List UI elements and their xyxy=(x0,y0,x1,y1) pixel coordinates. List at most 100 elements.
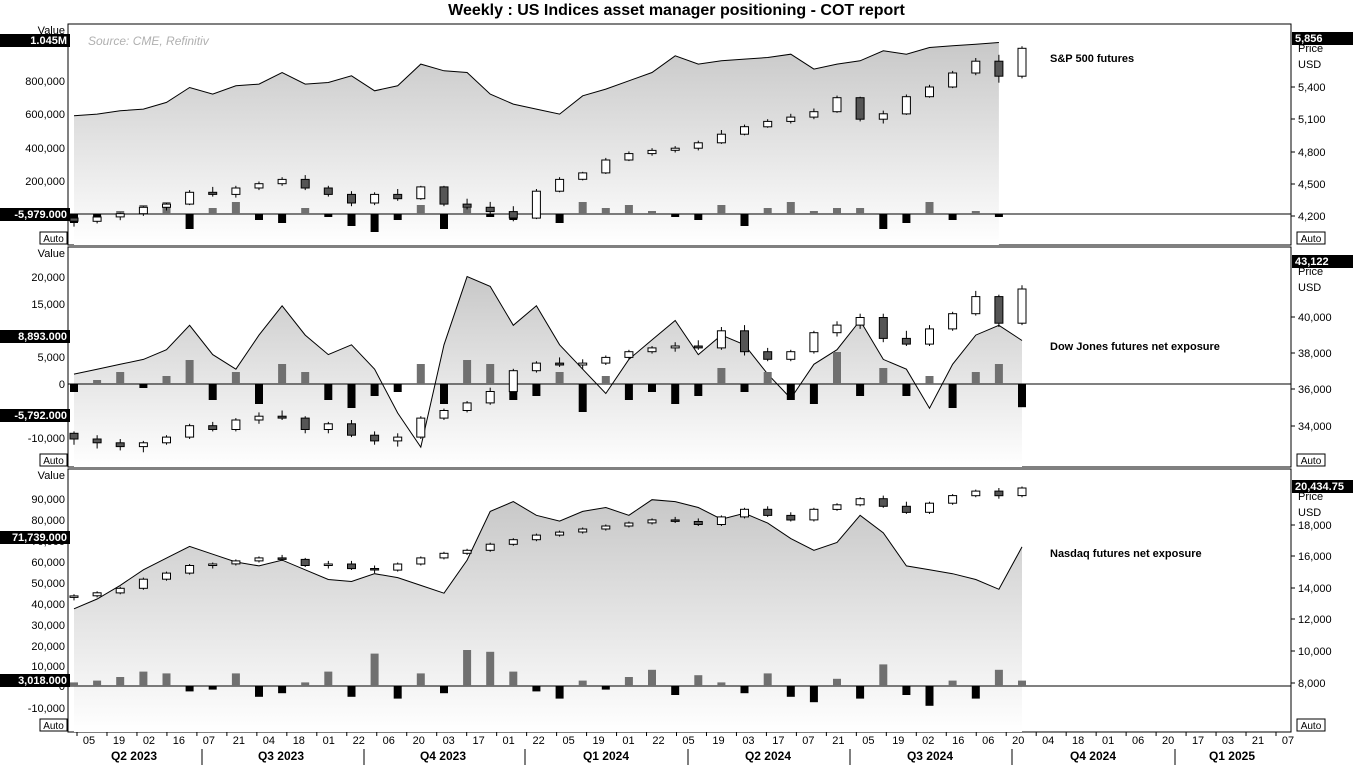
candle xyxy=(508,206,518,222)
change-bar xyxy=(416,364,425,384)
candle xyxy=(624,521,634,528)
candle xyxy=(925,325,934,346)
candle xyxy=(1017,46,1027,79)
candle-body xyxy=(162,572,171,580)
candle xyxy=(208,421,218,432)
change-bar xyxy=(948,384,957,408)
candle-body xyxy=(925,502,934,513)
change-bar xyxy=(624,384,633,400)
week-tick-label: 22 xyxy=(353,735,365,747)
week-tick-label: 22 xyxy=(652,735,664,747)
candle xyxy=(277,554,287,561)
candle-body xyxy=(1017,288,1027,324)
auto-button-right[interactable] xyxy=(1296,453,1326,467)
candle-body xyxy=(901,505,911,513)
auto-button-right[interactable] xyxy=(1296,718,1326,732)
auto-button-left[interactable] xyxy=(39,453,68,467)
chart-title: Weekly : US Indices asset manager positi… xyxy=(448,2,905,19)
auto-button-left[interactable] xyxy=(39,231,68,245)
candle-body xyxy=(115,213,125,218)
candle-body xyxy=(254,415,264,421)
candle-body xyxy=(786,514,796,521)
price-badge xyxy=(1292,480,1353,493)
candle-body xyxy=(786,351,796,360)
candle-body xyxy=(832,97,842,113)
candle xyxy=(832,95,842,113)
value-badge-text: 1.045M xyxy=(30,35,67,47)
candle-body xyxy=(185,191,195,205)
change-bar xyxy=(902,384,911,396)
right-tick-label: 34,000 xyxy=(1298,421,1332,433)
candle xyxy=(601,524,611,531)
candle xyxy=(531,189,541,220)
candle xyxy=(92,435,102,449)
change-bar xyxy=(370,214,379,232)
candle-body xyxy=(323,423,333,430)
candle xyxy=(531,533,541,542)
candle xyxy=(994,54,1004,83)
candle xyxy=(300,175,310,191)
candle-body xyxy=(208,425,218,431)
series-name: Nasdaq futures net exposure xyxy=(1050,548,1202,560)
change-bar xyxy=(833,208,841,214)
candle xyxy=(277,410,287,420)
candle-body xyxy=(347,423,356,436)
change-bar xyxy=(463,360,472,384)
auto-button-left[interactable] xyxy=(39,718,68,732)
week-tick-label: 19 xyxy=(592,735,604,747)
candle xyxy=(323,185,333,197)
candle-body xyxy=(740,330,749,353)
candle xyxy=(462,198,472,210)
change-bar xyxy=(555,214,564,223)
week-tick-label: 21 xyxy=(233,735,245,747)
candle xyxy=(948,70,958,89)
change-bar xyxy=(809,211,818,214)
change-bar xyxy=(1018,680,1026,686)
candle xyxy=(809,108,819,120)
change-bar xyxy=(856,686,865,699)
value-badge-text: -5,979.000 xyxy=(14,209,67,221)
change-bar xyxy=(1018,384,1026,408)
change-bar xyxy=(416,673,425,686)
change-bar xyxy=(162,673,171,686)
candle-body xyxy=(647,519,657,524)
left-tick-label: 50,000 xyxy=(31,578,65,590)
week-tick-label: 20 xyxy=(413,735,425,747)
change-bar xyxy=(833,678,841,686)
candle-body xyxy=(740,126,749,135)
week-tick-label: 01 xyxy=(323,735,335,747)
candle xyxy=(416,416,426,439)
change-bar xyxy=(416,205,425,214)
right-tick-label: 40,000 xyxy=(1298,312,1332,324)
change-bar xyxy=(301,208,310,214)
candle-body xyxy=(624,522,634,527)
candle xyxy=(208,186,218,197)
candle-body xyxy=(647,149,657,155)
x-axis: 05 19 02 16 07 21 04 18 01 22 06 20 03 17 01 22 05 19 01 22… xyxy=(76,732,1294,765)
candle xyxy=(578,171,588,181)
auto-button-right[interactable] xyxy=(1296,231,1326,245)
left-tick-label: 0 xyxy=(59,379,65,391)
candle-body xyxy=(670,345,680,349)
value-badge-text: 3,018.000 xyxy=(18,675,67,687)
candle xyxy=(138,577,148,590)
week-tick-label: 02 xyxy=(143,735,155,747)
candle xyxy=(693,340,703,350)
week-tick-label: 03 xyxy=(443,735,455,747)
candle-body xyxy=(832,504,842,510)
candle xyxy=(347,191,356,207)
change-bar xyxy=(902,214,911,223)
candle-body xyxy=(323,563,333,566)
week-tick-label: 20 xyxy=(1162,735,1174,747)
change-bar xyxy=(347,214,356,226)
change-bar xyxy=(740,384,749,392)
change-bar xyxy=(717,368,726,384)
change-bar xyxy=(185,360,194,384)
candle-body xyxy=(925,86,934,98)
candle xyxy=(855,497,865,507)
auto-button-right-label: Auto xyxy=(1301,234,1322,245)
candle xyxy=(647,148,657,156)
candle xyxy=(578,527,588,534)
change-bar xyxy=(578,384,587,412)
